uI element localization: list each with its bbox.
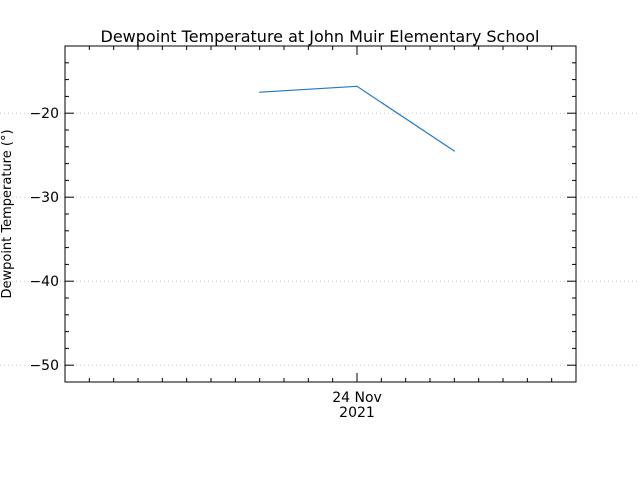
data-point — [259, 91, 261, 93]
y-axis-ticks: −20 −30 −40 −50 — [29, 106, 576, 374]
x-tick-label: 24 Nov — [332, 390, 382, 406]
series-line — [259, 85, 455, 152]
chart-title: Dewpoint Temperature at John Muir Elemen… — [101, 27, 540, 46]
x-tick-sublabel: 2021 — [339, 405, 375, 421]
plot-frame — [64, 45, 577, 383]
data-point — [356, 85, 358, 87]
y-tick-label: −30 — [29, 190, 59, 206]
y-axis-label: Dewpoint Temperature (°) — [0, 129, 15, 298]
y-tick-label: −50 — [29, 358, 59, 374]
minor-ticks — [65, 45, 576, 383]
series-group — [259, 85, 455, 152]
gridlines — [0, 112, 640, 366]
y-tick-label: −40 — [29, 274, 59, 290]
y-tick-label: −20 — [29, 106, 59, 122]
data-point — [453, 150, 455, 152]
